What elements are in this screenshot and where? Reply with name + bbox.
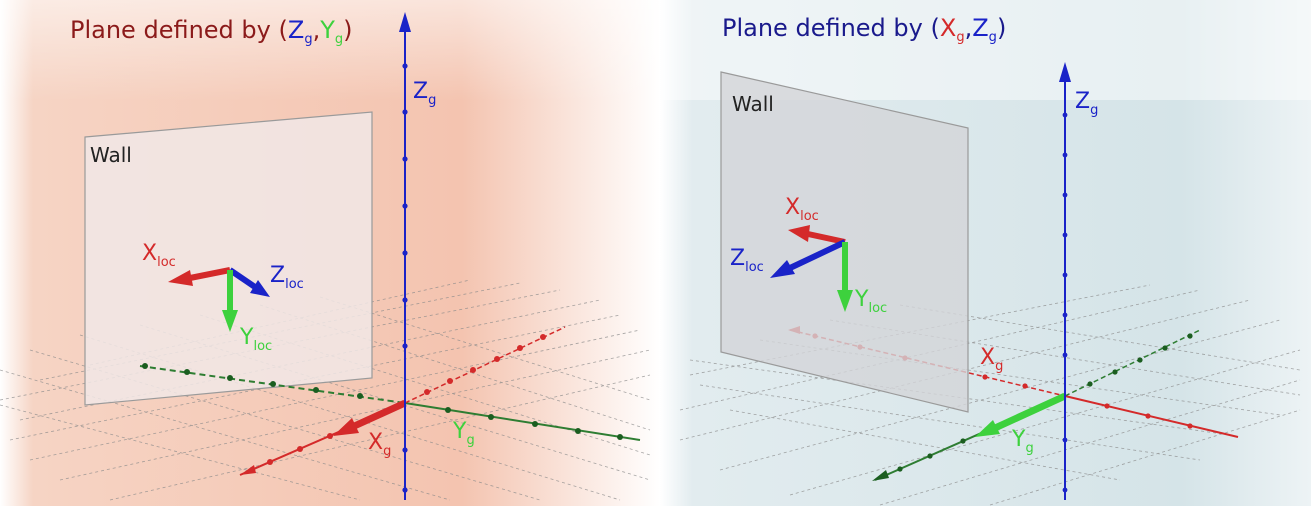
left-x-axis-label: Xg [368,430,391,459]
right-title: Plane defined by (Xg,Zg) [722,14,1006,45]
left-x-arrow-head [333,418,359,436]
left-wall [84,111,373,406]
right-x-loc-label: Xloc [785,195,819,224]
right-z-axis [1059,62,1071,500]
right-local-axes [770,225,853,312]
right-y-axis [872,329,1201,481]
right-y-axis-label: Yg [1011,427,1034,456]
right-panel: Wall [660,0,1311,506]
left-z-loc-label: Zloc [270,263,304,292]
right-z-axis-label: Zg [1075,89,1098,118]
left-y-axis [139,363,641,441]
left-panel: Wall [0,0,660,506]
left-z-axis-label: Zg [413,79,436,108]
left-local-axes [168,267,270,332]
left-title: Plane defined by (Zg,Yg) [70,16,353,47]
right-y-arrow-head [975,420,1000,437]
left-x-arrow-shaft [348,399,407,432]
left-x-loc-label: Xloc [142,241,176,270]
right-y-arrow-shaft [993,392,1067,432]
right-wall-label: Wall [732,92,774,116]
right-y-loc-label: Yloc [854,287,887,316]
right-z-loc-label: Zloc [730,246,764,275]
left-x-axis [239,326,566,476]
left-z-axis [399,12,411,500]
left-wall-label: Wall [90,143,132,167]
right-x-axis-label: Xg [980,345,1003,374]
left-y-axis-label: Yg [452,419,475,448]
right-z-arrow-head [1059,62,1071,82]
left-z-arrow-head [399,12,411,32]
left-y-loc-label: Yloc [239,325,272,354]
